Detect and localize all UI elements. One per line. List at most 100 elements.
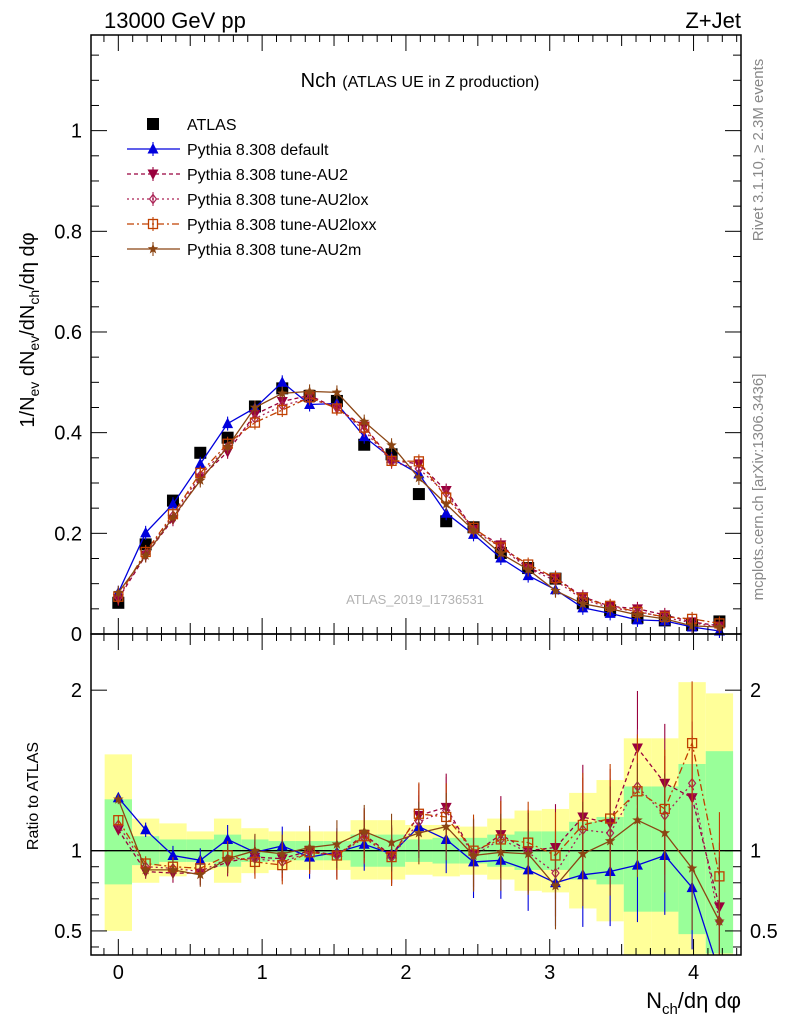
legend-entry-au2loxx: Pythia 8.308 tune-AU2loxx <box>127 217 376 234</box>
point-au2lox <box>359 424 369 436</box>
ratio-point-au2m <box>277 848 288 859</box>
ratio-point-au2m <box>659 827 671 838</box>
ratio-point-au2m <box>222 853 233 864</box>
point-au2m <box>659 613 671 624</box>
point-au2loxx <box>277 404 288 416</box>
ratio-point-au2m <box>550 880 561 891</box>
legend-marker-au2m <box>147 243 159 254</box>
ratio-point-au2m <box>249 845 261 856</box>
x-tick-label: 0 <box>113 962 124 984</box>
ratio-point-au2loxx <box>113 815 124 826</box>
axis-ticks: 0 0.2 0.4 0.6 0.8 1 0 1 2 3 4 0.5 0.5 1 1 2 2 <box>54 35 778 984</box>
point-au2m <box>550 585 561 596</box>
ratio-point-default <box>714 967 725 978</box>
point-au2m <box>686 620 698 631</box>
main-series-au2m <box>113 384 725 634</box>
rivet-label: Rivet 3.1.10, ≥ 2.3M events <box>750 59 767 242</box>
ratio-point-au2m <box>140 864 151 875</box>
point-au2m <box>277 387 288 398</box>
ratio-point-au2m <box>714 915 725 926</box>
point-au2loxx <box>550 572 561 584</box>
header-right: Z+Jet <box>685 8 741 33</box>
point-au2loxx <box>386 455 397 466</box>
ratio-point-au2m <box>604 835 616 846</box>
ratio-y-tick-label-right: 1 <box>750 841 761 863</box>
legend-label: Pythia 8.308 tune-AU2m <box>187 242 361 259</box>
point-au2loxx <box>331 403 343 414</box>
point-au2m <box>249 401 261 412</box>
ratio-y-tick-label-right: 0.5 <box>750 921 778 943</box>
data-series <box>112 375 726 978</box>
main-line-au2loxx <box>117 396 720 625</box>
point-au2m <box>140 549 151 560</box>
ratio-point-default <box>222 833 234 844</box>
point-default <box>440 507 452 518</box>
legend-marker-atlas <box>147 118 159 130</box>
main-y-tick-label: 0.8 <box>54 221 82 243</box>
header-left: 13000 GeV pp <box>104 8 246 33</box>
ratio-point-au2m <box>359 825 370 836</box>
ratio-point-au2m <box>304 841 315 852</box>
point-atlas <box>440 515 453 528</box>
point-au2loxx <box>249 417 261 428</box>
plot-title-main: Nch <box>301 70 337 92</box>
ratio-y-tick-label-right: 2 <box>750 680 761 702</box>
point-au2m <box>468 524 479 535</box>
point-default <box>194 457 206 469</box>
x-tick-label: 4 <box>688 962 699 984</box>
x-tick-label: 2 <box>400 962 411 984</box>
point-au2m <box>195 474 206 485</box>
mcplots-label: mcplots.cern.ch [arXiv:1306.3436] <box>750 374 767 601</box>
point-au2m <box>604 603 616 614</box>
legend-marker-au2 <box>147 169 159 180</box>
ratio-point-au2m <box>577 848 589 859</box>
analysis-watermark: ATLAS_2019_I1736531 <box>346 592 484 607</box>
ratio-point-au2m <box>386 837 397 848</box>
ratio-y-tick-label-left: 1 <box>71 841 82 863</box>
legend-label: Pythia 8.308 tune-AU2loxx <box>187 217 376 234</box>
ratio-point-au2m <box>632 814 643 825</box>
ratio-point-au2m <box>468 849 479 860</box>
point-au2m <box>577 598 589 609</box>
legend-label: Pythia 8.308 tune-AU2 <box>187 167 348 184</box>
legend-entry-default: Pythia 8.308 default <box>127 142 329 159</box>
ratio-point-au2m <box>495 846 507 857</box>
ratio-point-au2m <box>167 864 179 875</box>
x-tick-label: 1 <box>257 962 268 984</box>
plot-title-sub: (ATLAS UE in Z production) <box>342 74 539 91</box>
main-y-tick-label: 0.6 <box>54 322 82 344</box>
ratio-series-au2m <box>113 763 725 955</box>
point-atlas <box>412 488 425 501</box>
point-au2m <box>222 441 233 452</box>
point-au2m <box>714 621 725 632</box>
ratio-y-tick-label-left: 0.5 <box>54 921 82 943</box>
legend-label: Pythia 8.308 tune-AU2lox <box>187 192 368 209</box>
ratio-point-au2 <box>112 825 124 836</box>
legend-marker-au2loxx <box>147 218 159 230</box>
main-y-tick-label: 1 <box>71 121 82 143</box>
point-au2m <box>359 416 370 427</box>
main-y-tick-label: 0.2 <box>54 523 82 545</box>
ratio-point-au2m <box>440 821 452 832</box>
main-y-tick-label: 0.4 <box>54 423 82 445</box>
x-tick-label: 3 <box>544 962 555 984</box>
ratio-point-default <box>140 823 152 835</box>
legend-entry-au2lox: Pythia 8.308 tune-AU2lox <box>127 192 368 209</box>
point-atlas <box>358 438 371 451</box>
point-au2m <box>331 386 343 397</box>
ratio-point-au2loxx <box>686 737 698 749</box>
point-default <box>140 526 152 538</box>
point-au2m <box>522 564 534 575</box>
legend-label: ATLAS <box>187 117 237 134</box>
ratio-point-au2m <box>331 838 343 849</box>
point-au2m <box>386 439 397 450</box>
ratio-point-au2m <box>686 862 698 873</box>
point-atlas <box>194 446 207 459</box>
point-au2m <box>632 609 643 620</box>
main-y-tick-label: 0 <box>71 624 82 646</box>
legend-entry-au2: Pythia 8.308 tune-AU2 <box>127 167 348 184</box>
legend-entry-au2m: Pythia 8.308 tune-AU2m <box>127 242 361 259</box>
plot-title: Nch (ATLAS UE in Z production) <box>301 70 540 92</box>
point-au2m <box>495 547 507 558</box>
ratio-point-au2m <box>113 793 124 804</box>
